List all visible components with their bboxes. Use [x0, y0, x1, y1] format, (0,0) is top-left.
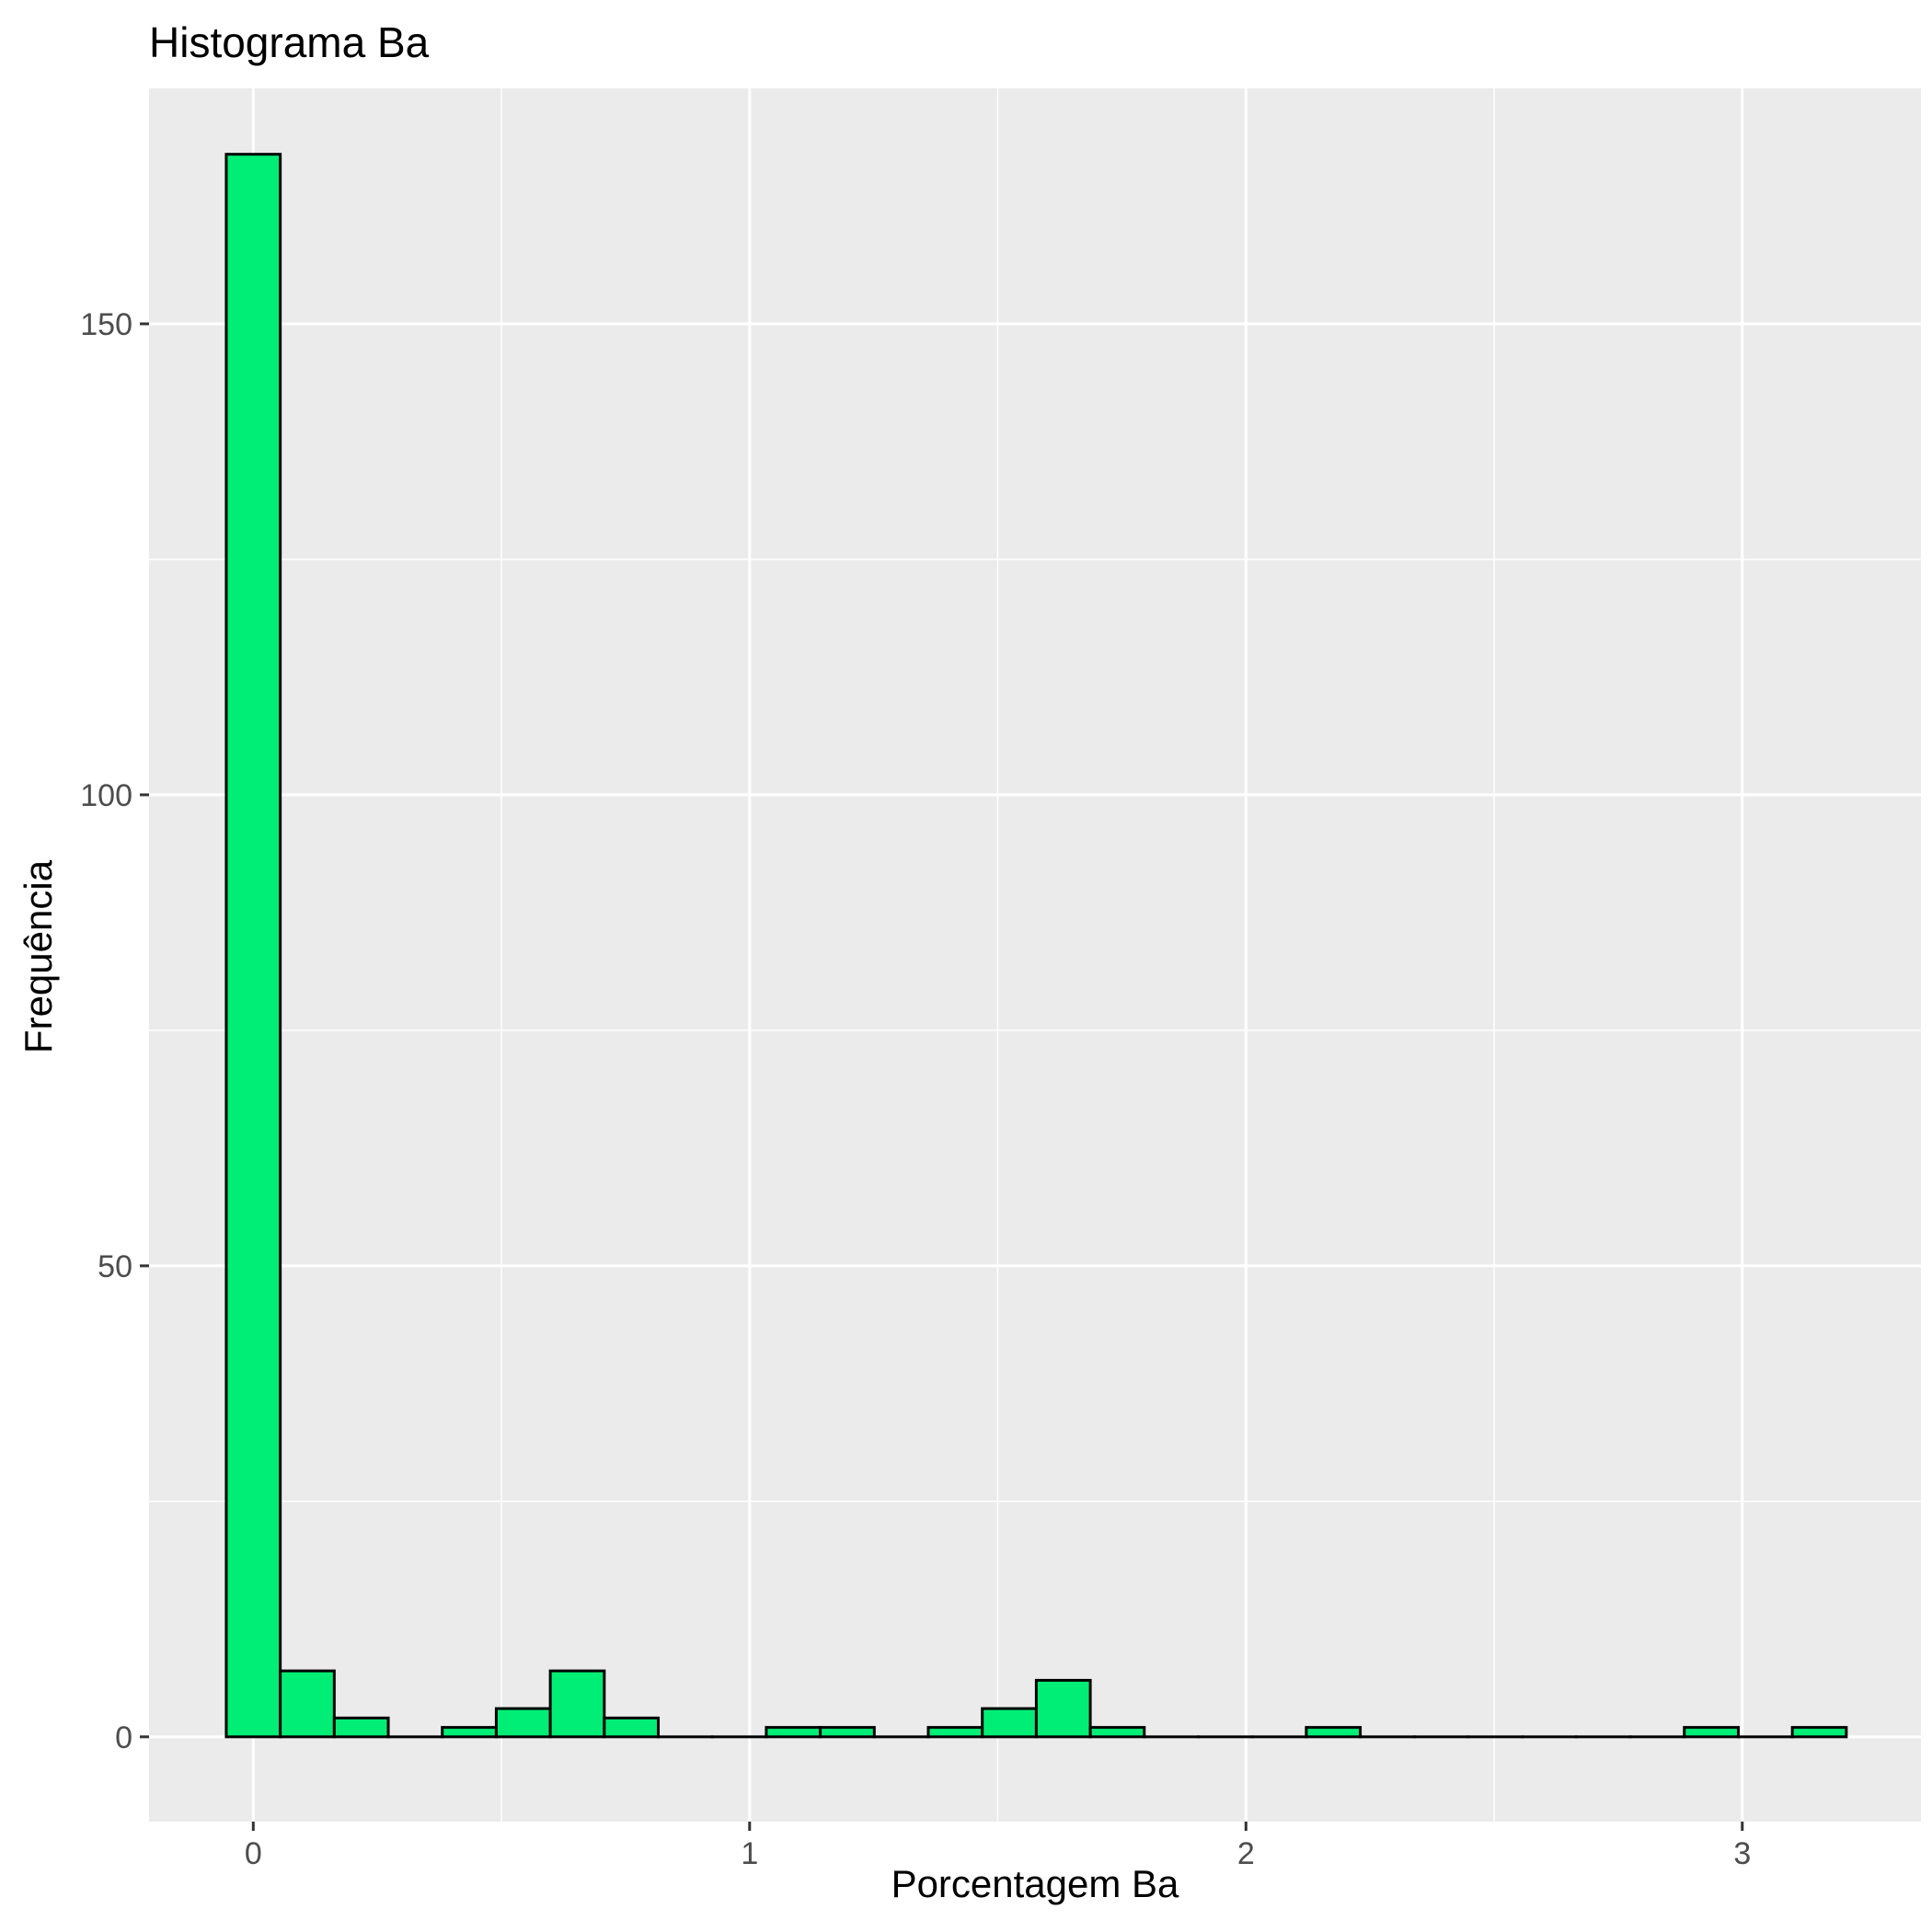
y-axis: 0 50 100 150	[80, 307, 149, 1755]
histogram-bar	[224, 153, 282, 1739]
histogram-bar	[926, 1726, 984, 1739]
y-axis-title: Frequência	[17, 859, 60, 1053]
x-axis-title: Porcentagem Ba	[891, 1862, 1179, 1905]
x-tick-label: 0	[245, 1836, 262, 1871]
x-tick-label: 2	[1237, 1836, 1255, 1871]
y-tick-label: 100	[80, 778, 132, 813]
histogram-bar	[765, 1726, 822, 1739]
histogram-bar	[1790, 1726, 1848, 1739]
histogram-bar	[332, 1716, 390, 1739]
histogram-bar	[603, 1716, 661, 1739]
x-tick-label: 1	[741, 1836, 758, 1871]
plot-panel	[149, 88, 1921, 1822]
histogram-bar	[279, 1669, 336, 1739]
chart-title: Histograma Ba	[149, 18, 430, 66]
histogram-bar	[981, 1707, 1038, 1739]
histogram-bar	[1088, 1726, 1146, 1739]
histogram-bar	[1034, 1678, 1092, 1739]
histogram-bar	[1305, 1726, 1363, 1739]
x-tick-label: 3	[1733, 1836, 1751, 1871]
y-tick-label: 150	[80, 307, 132, 342]
x-axis: 0 1 2 3	[245, 1822, 1751, 1871]
histogram-bar	[819, 1726, 876, 1739]
y-tick-label: 0	[115, 1720, 132, 1755]
histogram-bar	[548, 1669, 606, 1739]
y-tick-label: 50	[98, 1249, 132, 1284]
histogram-bar	[441, 1726, 498, 1739]
histogram-bar	[494, 1707, 552, 1739]
histogram-bar	[1683, 1726, 1740, 1739]
histogram-bars	[224, 153, 1848, 1739]
minor-gridlines	[149, 88, 1921, 1822]
